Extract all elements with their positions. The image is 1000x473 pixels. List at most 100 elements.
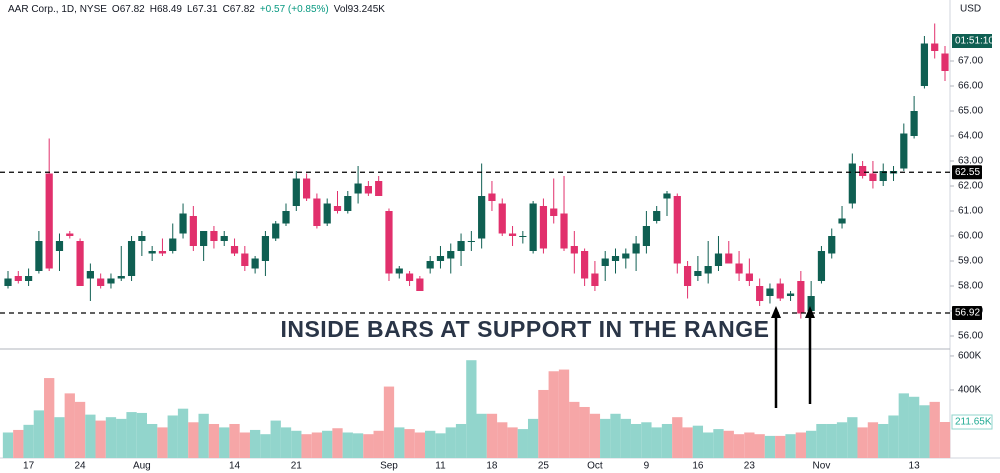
volume-bar: [929, 401, 940, 458]
candle-body: [272, 223, 280, 239]
candle-body: [282, 211, 290, 224]
volume-bar: [342, 432, 353, 458]
candle-body: [179, 213, 187, 234]
volume-bar: [352, 433, 364, 458]
volume-bar: [795, 432, 806, 458]
volume-bar: [805, 430, 817, 458]
candle-body: [611, 256, 620, 261]
volume-bar: [878, 423, 889, 458]
candle-body: [158, 251, 167, 254]
volume-bar: [548, 371, 559, 458]
volume-bar: [23, 424, 34, 458]
volume-bar: [723, 430, 734, 458]
volume-bar: [157, 427, 168, 458]
volume-bar: [826, 423, 837, 458]
volume-bar: [610, 413, 621, 458]
candle-body: [303, 178, 311, 199]
candle-body: [941, 53, 949, 71]
x-tick-label: 14: [229, 461, 241, 472]
arrow-head: [771, 306, 781, 318]
candle-body: [426, 261, 434, 269]
candle-body: [200, 231, 208, 246]
volume-bar: [527, 418, 539, 458]
x-tick-label: 25: [538, 461, 550, 472]
volume-bar: [332, 428, 343, 458]
volume-bar: [867, 422, 879, 458]
countdown: 01:51:10: [955, 36, 994, 47]
y-tick-label: 60.00: [958, 231, 983, 242]
x-tick-label: Nov: [813, 461, 831, 472]
y-tick-label: 62.00: [958, 181, 983, 192]
volume-bar: [198, 413, 209, 458]
volume-bar: [54, 417, 65, 458]
volume-bar: [44, 378, 55, 458]
volume-bar: [239, 432, 250, 458]
candle-body: [828, 236, 836, 254]
volume-bar: [322, 430, 333, 458]
volume-bar: [558, 369, 570, 458]
candle-body: [55, 241, 64, 251]
candle-body: [488, 193, 496, 201]
candle-body: [498, 203, 506, 234]
volume-bar: [816, 423, 827, 458]
volume-bar: [219, 427, 230, 458]
volume-bar: [394, 427, 405, 458]
y2-tick-label: 400K: [958, 385, 982, 396]
candle-body: [76, 241, 84, 286]
candle-body: [230, 246, 239, 254]
candle-body: [66, 233, 74, 236]
volume-bar: [579, 406, 590, 458]
volume-bar: [836, 422, 848, 458]
y-tick-label: 61.00: [958, 206, 983, 217]
candle-body: [24, 276, 33, 281]
volume-bar: [33, 410, 45, 458]
candle-body: [653, 211, 661, 221]
candle-body: [127, 241, 136, 276]
header-value: +0.57 (+0.85%): [260, 4, 329, 15]
volume-bar: [630, 423, 642, 458]
volume-bar: [74, 401, 86, 458]
volume-bar: [2, 432, 14, 458]
candle-body: [591, 273, 599, 286]
candle-body: [848, 163, 856, 204]
candle-body: [786, 293, 795, 296]
volume-bar: [785, 434, 796, 458]
countdown-bg: [952, 34, 992, 48]
volume-bar: [641, 422, 652, 458]
candle-body: [859, 166, 867, 176]
header-value: O67.82: [112, 4, 145, 15]
candle-body: [735, 263, 743, 274]
volume-bar: [507, 427, 518, 458]
candle-body: [313, 198, 321, 226]
candle-body: [869, 173, 877, 181]
candle-body: [467, 241, 475, 242]
volume-bar: [908, 396, 920, 458]
volume-last-bg: [951, 414, 993, 430]
volume-bar: [754, 434, 765, 458]
volume-bar: [672, 417, 683, 458]
candle-body: [354, 183, 362, 194]
candle-body: [364, 186, 372, 194]
candle-body: [508, 233, 517, 236]
volume-bar: [363, 434, 374, 458]
volume-bar: [435, 433, 446, 458]
candle-body: [766, 288, 774, 296]
candle-body: [776, 283, 784, 299]
candle-body: [601, 258, 609, 266]
volume-bar: [466, 360, 477, 458]
candle-body: [900, 133, 908, 169]
volume-bar: [13, 429, 24, 458]
candle-body: [807, 296, 815, 311]
volume-last-label: 211.65K: [955, 417, 992, 428]
volume-bar: [270, 420, 281, 458]
volume-bar: [888, 415, 899, 458]
volume-bar: [311, 432, 323, 458]
x-tick-label: 24: [75, 461, 87, 472]
candle-body: [745, 273, 753, 281]
header: AAR Corp., 1D, NYSE O67.82 H68.49 L67.31 C67…: [8, 4, 385, 15]
volume-bar: [703, 432, 714, 458]
candle-body: [632, 243, 640, 254]
volume-bar: [486, 413, 498, 458]
candle-body: [35, 241, 43, 271]
